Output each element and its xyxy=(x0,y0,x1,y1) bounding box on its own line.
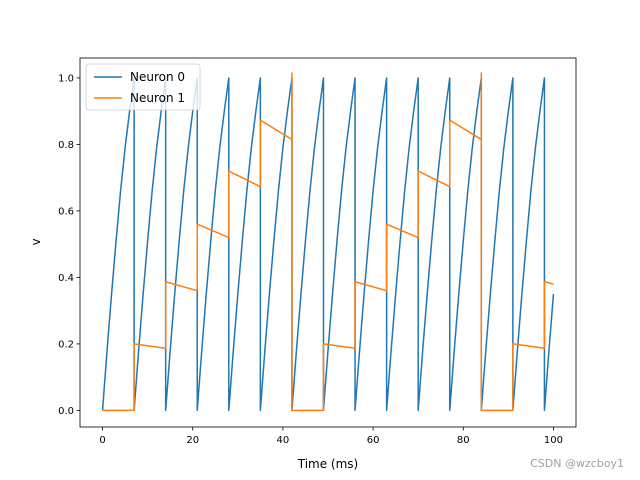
x-tick-label: 60 xyxy=(367,435,380,446)
y-tick-label: 1.0 xyxy=(58,73,74,84)
y-tick-label: 0.4 xyxy=(58,273,74,284)
plot-frame xyxy=(79,57,577,428)
y-axis-label: v xyxy=(29,238,43,245)
y-tick-label: 0.8 xyxy=(58,140,74,151)
x-tick-label: 40 xyxy=(277,435,290,446)
plot-background xyxy=(80,58,576,427)
legend-label: Neuron 1 xyxy=(130,91,185,105)
x-axis-ticks: 0 20 40 60 80 100 xyxy=(99,427,563,446)
legend: Neuron 0 Neuron 1 xyxy=(85,63,201,111)
y-tick-label: 0.2 xyxy=(58,339,74,350)
series-layer xyxy=(101,72,555,412)
y-tick-label: 0.6 xyxy=(58,206,74,217)
x-tick-label: 80 xyxy=(457,435,470,446)
series-line-neuron-1 xyxy=(102,72,554,412)
y-tick-label: 0.0 xyxy=(58,406,74,417)
x-tick-label: 0 xyxy=(99,435,105,446)
x-tick-label: 20 xyxy=(186,435,199,446)
x-tick-label: 100 xyxy=(544,435,563,446)
x-axis-label: Time (ms) xyxy=(297,457,359,471)
watermark: CSDN @wzcboy1 xyxy=(530,457,624,470)
y-axis-ticks: 0.0 0.2 0.4 0.6 0.8 1.0 xyxy=(58,73,80,417)
legend-label: Neuron 0 xyxy=(130,70,185,84)
